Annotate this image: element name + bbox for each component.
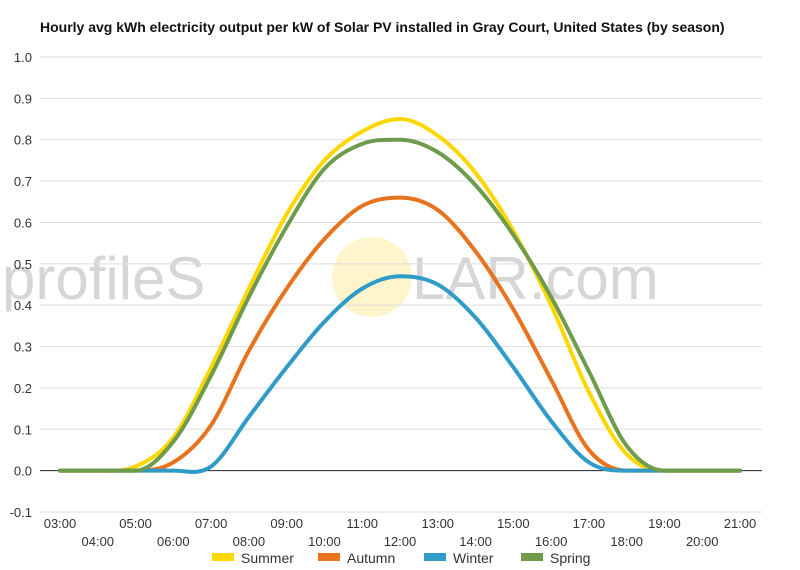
x-tick-label: 18:00 <box>610 534 643 549</box>
x-tick-label: 15:00 <box>497 516 530 531</box>
legend-label: Spring <box>550 550 590 566</box>
y-tick-label: 0.9 <box>14 91 32 106</box>
watermark-text-left: profileS <box>2 245 205 312</box>
y-tick-label: 0.6 <box>14 215 32 230</box>
y-tick-label: 0.8 <box>14 133 32 148</box>
legend-label: Summer <box>241 550 294 566</box>
x-tick-label: 11:00 <box>346 516 378 531</box>
watermark-text-right: LAR.com <box>412 245 659 312</box>
legend-label: Winter <box>453 550 494 566</box>
legend-swatch <box>424 553 446 561</box>
legend-item-spring[interactable]: Spring <box>521 550 590 566</box>
x-tick-label: 03:00 <box>44 516 77 531</box>
y-tick-label: 0.1 <box>14 422 32 437</box>
y-tick-label: 0.5 <box>14 257 32 272</box>
legend-item-autumn[interactable]: Autumn <box>318 550 395 566</box>
legend-swatch <box>521 553 543 561</box>
y-tick-label: 0.3 <box>14 340 32 355</box>
legend-swatch <box>318 553 340 561</box>
x-tick-label: 12:00 <box>384 534 417 549</box>
x-tick-label: 07:00 <box>195 516 228 531</box>
series-line-spring <box>58 137 742 473</box>
series-line-winter <box>58 274 742 474</box>
x-tick-label: 21:00 <box>724 516 757 531</box>
series-line-summer <box>58 117 742 473</box>
legend-item-winter[interactable]: Winter <box>424 550 494 566</box>
watermark: profileS LAR.com <box>2 237 659 317</box>
x-tick-label: 06:00 <box>157 534 190 549</box>
y-tick-label: 0.7 <box>14 174 32 189</box>
x-tick-label: 20:00 <box>686 534 719 549</box>
y-tick-label: 0.4 <box>14 298 32 313</box>
x-tick-label: 16:00 <box>535 534 568 549</box>
legend-label: Autumn <box>347 550 395 566</box>
y-tick-label: 1.0 <box>14 50 32 65</box>
legend-swatch <box>212 553 234 561</box>
x-tick-label: 14:00 <box>459 534 492 549</box>
x-tick-label: 17:00 <box>573 516 606 531</box>
x-tick-label: 19:00 <box>648 516 681 531</box>
x-tick-label: 08:00 <box>233 534 266 549</box>
x-tick-label: 13:00 <box>422 516 455 531</box>
y-tick-label: -0.1 <box>10 505 32 520</box>
x-tick-label: 09:00 <box>270 516 303 531</box>
legend-item-summer[interactable]: Summer <box>212 550 294 566</box>
x-tick-label: 05:00 <box>119 516 152 531</box>
y-tick-label: 0.2 <box>14 381 32 396</box>
chart-title: Hourly avg kWh electricity output per kW… <box>40 19 725 35</box>
y-tick-label: 0.0 <box>14 464 32 479</box>
x-tick-label: 04:00 <box>82 534 115 549</box>
x-tick-label: 10:00 <box>308 534 341 549</box>
